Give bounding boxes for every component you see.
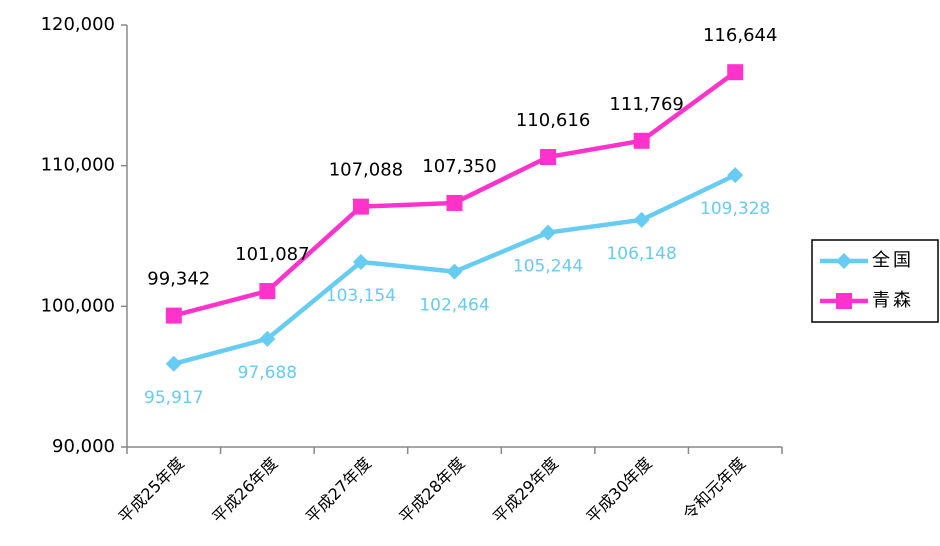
- marker: [727, 167, 744, 184]
- data-label: 116,644: [703, 25, 777, 46]
- marker: [165, 307, 182, 324]
- data-label: 95,917: [144, 388, 203, 408]
- x-tick-label: 平成25年度: [115, 454, 188, 527]
- data-label: 103,154: [326, 286, 396, 306]
- legend-label: 全国: [872, 250, 914, 271]
- marker: [352, 198, 369, 215]
- marker: [633, 132, 650, 149]
- marker: [352, 253, 369, 270]
- marker: [259, 283, 276, 300]
- x-tick-label: 平成27年度: [302, 454, 375, 527]
- y-tick-label: 110,000: [41, 155, 115, 176]
- data-label: 107,350: [422, 156, 496, 177]
- data-label: 102,464: [419, 296, 489, 316]
- marker: [727, 64, 744, 81]
- marker: [259, 330, 276, 347]
- legend: [811, 239, 939, 323]
- data-label: 110,616: [516, 110, 590, 131]
- data-label: 99,342: [147, 269, 210, 290]
- data-label: 105,244: [513, 257, 583, 277]
- marker: [446, 263, 463, 280]
- x-tick-label: 平成28年度: [395, 454, 468, 527]
- data-label: 97,688: [238, 363, 297, 383]
- marker: [540, 149, 557, 166]
- x-tick-label: 平成29年度: [489, 454, 562, 527]
- data-label: 109,328: [700, 199, 770, 219]
- data-label: 101,087: [235, 244, 309, 265]
- y-tick-label: 100,000: [41, 295, 115, 316]
- data-label: 106,148: [606, 244, 676, 264]
- legend-marker: [836, 253, 852, 269]
- legend-marker: [836, 293, 852, 309]
- x-tick-label: 平成26年度: [208, 454, 281, 527]
- x-tick-label: 令和元年度: [679, 454, 749, 524]
- marker: [446, 194, 463, 211]
- data-label: 111,769: [609, 94, 683, 115]
- marker: [540, 224, 557, 241]
- marker: [633, 211, 650, 228]
- marker: [165, 355, 182, 372]
- x-tick-label: 平成30年度: [583, 454, 656, 527]
- legend-label: 青森: [872, 290, 914, 311]
- data-label: 107,088: [329, 160, 403, 181]
- y-tick-label: 90,000: [52, 436, 115, 457]
- y-tick-label: 120,000: [41, 14, 115, 35]
